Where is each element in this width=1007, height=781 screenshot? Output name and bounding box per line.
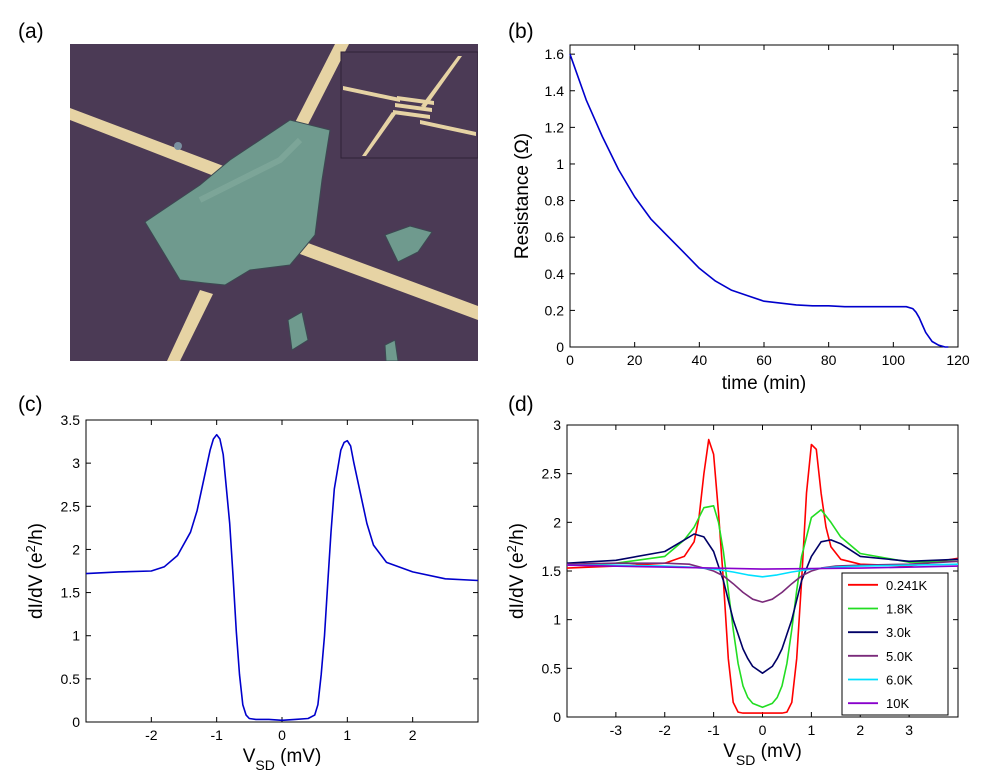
y-tick-label: 3.5 <box>61 412 81 428</box>
panel-label-d: (d) <box>508 393 534 416</box>
y-tick-label: 1 <box>553 612 561 628</box>
y-tick-label: 0 <box>556 339 564 355</box>
conductance-vs-bias-chart: -2 -1 0 1 2 0 0.5 1 1.5 2 2.5 3 3.5 VSD (mV) dI/dV (e2… <box>23 412 479 773</box>
x-tick-label: 20 <box>627 352 643 368</box>
graphene-flake <box>144 119 331 286</box>
y-tick-label: 2 <box>72 541 80 557</box>
x-tick-label: 60 <box>756 352 772 368</box>
debris-flake <box>287 311 309 351</box>
y-tick-label: 0.5 <box>61 671 81 687</box>
panel-label-a: (a) <box>18 20 44 43</box>
y-tick-label: 2.5 <box>61 498 81 514</box>
y-tick-label: 3 <box>553 417 561 433</box>
series-line-0.241K <box>566 438 959 714</box>
y-tick-label: 1.5 <box>61 585 81 601</box>
y-axis-label: dI/dV (e2/h) <box>504 523 529 619</box>
x-tick-label: 2 <box>409 727 417 743</box>
y-tick-label: 1.2 <box>545 119 565 135</box>
x-tick-label: 3 <box>905 722 913 738</box>
x-tick-label: 40 <box>692 352 708 368</box>
legend: 0.241K 1.8K 3.0k 5.0K 6.0K 10K <box>841 572 949 716</box>
legend-label: 1.8K <box>886 602 913 617</box>
debris-flake <box>384 225 433 263</box>
panel-label-c: (c) <box>18 393 43 416</box>
x-axis-label: VSD (mV) <box>243 746 322 773</box>
y-tick-label: 2 <box>553 514 561 530</box>
y-tick-label: 0.6 <box>545 229 565 245</box>
y-tick-label: 1 <box>72 628 80 644</box>
y-tick-label: 0.8 <box>545 193 565 209</box>
x-tick-label: -3 <box>610 722 623 738</box>
x-tick-label: -2 <box>659 722 672 738</box>
debris-flake <box>384 339 399 361</box>
x-tick-label: 0 <box>759 722 767 738</box>
x-tick-label: 0 <box>566 352 574 368</box>
series-line-10K <box>566 564 959 570</box>
legend-label: 10K <box>886 696 909 711</box>
resistance-vs-time-chart: 0 20 40 60 80 100 120 0 0.2 0.4 0.6 0.8 1 1.2 1.4 1.6 ti… <box>512 44 970 394</box>
y-tick-label: 1.4 <box>545 83 565 99</box>
x-tick-label: -1 <box>210 727 223 743</box>
micrograph-photo <box>70 44 478 361</box>
series-line-3.0k <box>566 533 959 675</box>
panel-label-b: (b) <box>508 20 534 43</box>
series-line-6.0K <box>567 563 959 578</box>
x-axis-label: VSD (mV) <box>723 741 802 768</box>
x-tick-label: 120 <box>946 352 970 368</box>
device-inset <box>340 51 478 159</box>
y-tick-label: 1.5 <box>542 563 562 579</box>
x-tick-label: -1 <box>707 722 720 738</box>
legend-label: 0.241K <box>886 578 928 593</box>
conductance-vs-bias-temperature-chart: -3 -2 -1 0 1 2 3 0 0.5 1 1.5 2 2.5 3 VSD (mV) dI/dV (e2… <box>504 417 959 768</box>
x-tick-label: 2 <box>856 722 864 738</box>
series-line-1.8K <box>566 504 959 709</box>
y-tick-label: 0.5 <box>542 660 562 676</box>
x-tick-label: 80 <box>821 352 837 368</box>
debris-dot <box>174 142 182 150</box>
y-tick-label: 0 <box>553 709 561 725</box>
legend-label: 3.0k <box>886 625 911 640</box>
y-tick-label: 3 <box>72 455 80 471</box>
legend-label: 5.0K <box>886 649 913 664</box>
x-tick-label: 1 <box>343 727 351 743</box>
flake-step <box>198 137 303 203</box>
y-tick-label: 0.2 <box>545 302 565 318</box>
y-tick-label: 1.6 <box>545 46 565 62</box>
x-tick-label: -2 <box>145 727 158 743</box>
series-line <box>85 433 479 722</box>
y-axis-label: dI/dV (e2/h) <box>23 523 48 619</box>
x-tick-label: 1 <box>807 722 815 738</box>
series-line <box>569 53 949 348</box>
x-axis-label: time (min) <box>722 373 806 394</box>
x-tick-label: 100 <box>882 352 906 368</box>
y-axis-label: Resistance (Ω) <box>512 133 533 259</box>
y-tick-label: 0 <box>72 714 80 730</box>
electrode-leads <box>70 44 478 361</box>
x-tick-label: 0 <box>278 727 286 743</box>
legend-box <box>841 572 949 716</box>
legend-label: 6.0K <box>886 673 913 688</box>
y-tick-label: 0.4 <box>545 266 565 282</box>
y-tick-label: 1 <box>556 156 564 172</box>
y-tick-label: 2.5 <box>542 466 562 482</box>
